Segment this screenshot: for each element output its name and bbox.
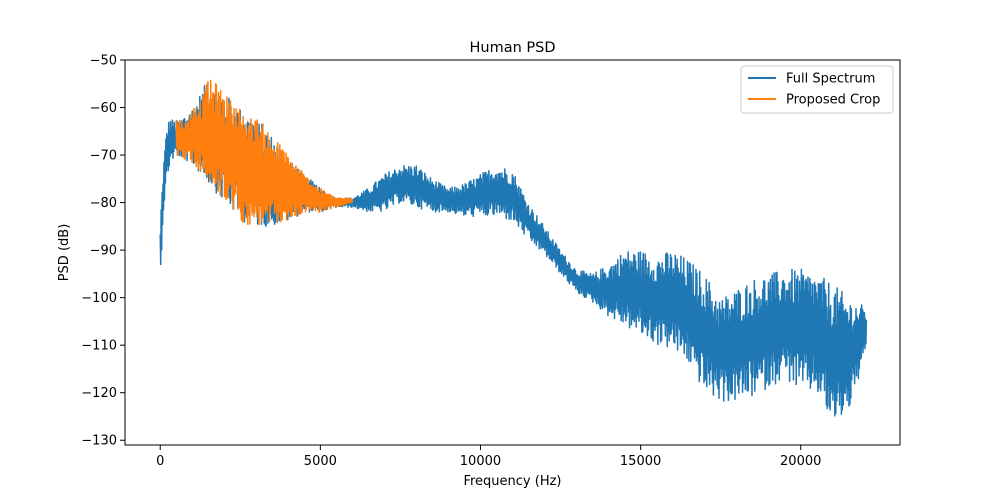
x-axis: 0 5000 10000 15000 20000 <box>156 445 821 469</box>
series-line-proposed-crop <box>175 79 354 226</box>
y-tick-label: −70 <box>90 149 117 164</box>
series-layer <box>159 79 868 417</box>
y-tick-label: −110 <box>81 339 117 354</box>
y-tick-label: −100 <box>81 291 117 306</box>
y-tick-label: −60 <box>90 101 117 116</box>
x-tick-label: 0 <box>156 454 164 469</box>
y-tick-label: −90 <box>90 244 117 259</box>
y-tick-label: −130 <box>81 434 117 449</box>
y-axis-label: PSD (dB) <box>57 224 72 282</box>
legend-label-full-spectrum: Full Spectrum <box>786 72 875 87</box>
x-tick-label: 15000 <box>620 454 661 469</box>
chart-title: Human PSD <box>469 40 555 56</box>
legend-label-proposed-crop: Proposed Crop <box>786 93 880 108</box>
legend: Full Spectrum Proposed Crop <box>740 65 894 114</box>
x-tick-label: 10000 <box>460 454 501 469</box>
y-axis: −50 −60 −70 −80 −90 −100 −110 −120 −130 <box>81 54 125 449</box>
y-tick-label: −50 <box>90 54 117 69</box>
x-tick-label: 20000 <box>780 454 821 469</box>
y-tick-label: −80 <box>90 196 117 211</box>
x-axis-label: Frequency (Hz) <box>463 474 561 489</box>
legend-box <box>740 65 894 114</box>
y-tick-label: −120 <box>81 386 117 401</box>
x-tick-label: 5000 <box>304 454 337 469</box>
plot-frame <box>124 59 901 446</box>
